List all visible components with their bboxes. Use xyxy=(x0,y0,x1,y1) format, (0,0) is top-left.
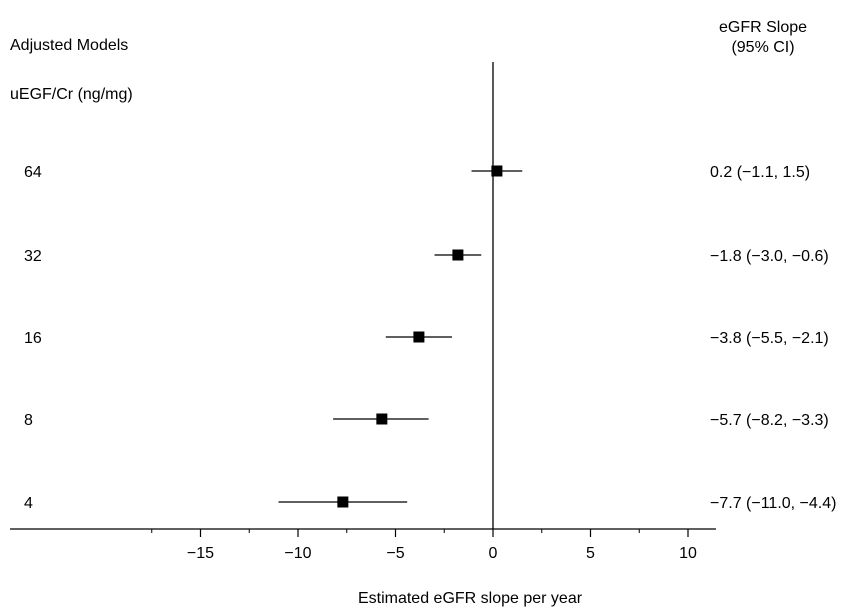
estimate-marker xyxy=(376,413,388,425)
row-label: 64 xyxy=(24,164,42,181)
x-tick-label: −5 xyxy=(386,545,404,562)
right-title: eGFR Slope (95% CI) xyxy=(698,18,828,58)
ci-text: −5.7 (−8.2, −3.3) xyxy=(710,412,829,429)
forest-row: 4 −7.7 (−11.0, −4.4) xyxy=(24,495,836,512)
row-label: 8 xyxy=(24,412,33,429)
right-title-line2: (95% CI) xyxy=(731,39,795,56)
x-tick-label: −10 xyxy=(284,545,311,562)
estimate-marker xyxy=(452,249,464,261)
x-tick-label: 0 xyxy=(489,545,498,562)
x-tick-label: 5 xyxy=(586,545,595,562)
x-tick-label: 10 xyxy=(679,545,697,562)
left-title: Adjusted Models xyxy=(10,37,129,54)
ci-text: −1.8 (−3.0, −0.6) xyxy=(710,248,829,265)
estimate-marker xyxy=(337,496,349,508)
ci-text: 0.2 (−1.1, 1.5) xyxy=(710,164,810,181)
group-label: uEGF/Cr (ng/mg) xyxy=(10,86,133,103)
x-tick-label: −15 xyxy=(187,545,214,562)
right-title-line1: eGFR Slope xyxy=(718,19,808,36)
forest-row: 16 −3.8 (−5.5, −2.1) xyxy=(24,330,829,347)
ci-text: −7.7 (−11.0, −4.4) xyxy=(710,495,836,512)
forest-row: 32 −1.8 (−3.0, −0.6) xyxy=(24,248,829,265)
forest-row: 64 0.2 (−1.1, 1.5) xyxy=(24,164,810,181)
estimate-marker xyxy=(491,165,503,177)
row-label: 32 xyxy=(24,248,42,265)
estimate-marker xyxy=(413,331,425,343)
forest-row: 8 −5.7 (−8.2, −3.3) xyxy=(24,412,829,429)
ci-text: −3.8 (−5.5, −2.1) xyxy=(710,330,829,347)
x-axis-title: Estimated eGFR slope per year xyxy=(358,590,583,607)
row-label: 4 xyxy=(24,495,33,512)
row-label: 16 xyxy=(24,330,42,347)
